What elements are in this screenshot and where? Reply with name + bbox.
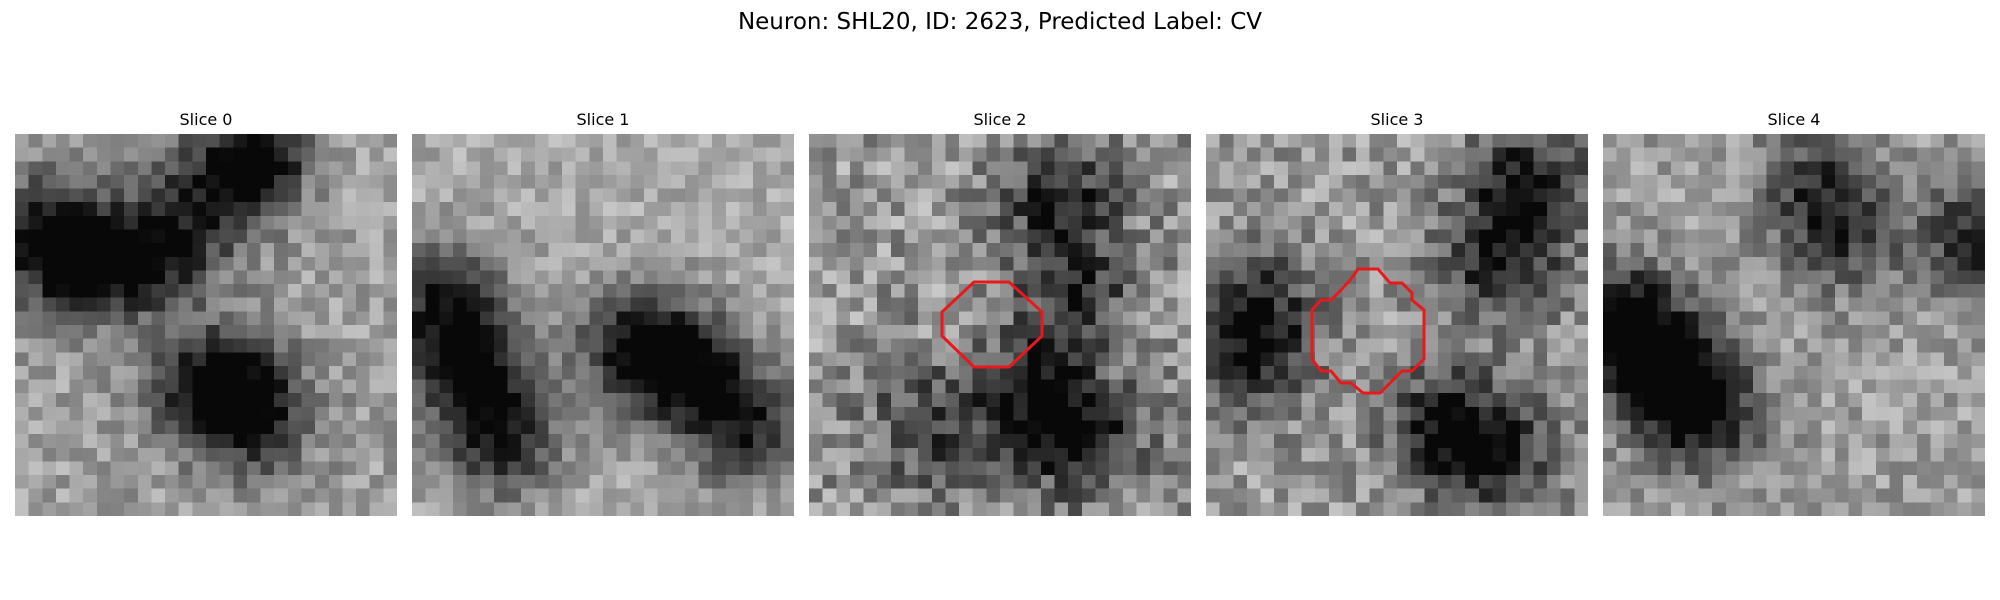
- slice-title-1: Slice 1: [576, 110, 630, 129]
- slice-image-2: [809, 134, 1191, 516]
- slice-title-3: Slice 3: [1370, 110, 1424, 129]
- figure-title: Neuron: SHL20, ID: 2623, Predicted Label…: [737, 9, 1263, 35]
- slice-title-4: Slice 4: [1767, 110, 1821, 129]
- slice-panel-1: Slice 1: [412, 110, 794, 516]
- slice-image-1: [412, 134, 794, 516]
- slice-image-0: [15, 134, 397, 516]
- slice-panel-4: Slice 4: [1603, 110, 1985, 516]
- slice-panel-0: Slice 0: [15, 110, 397, 516]
- slice-title-0: Slice 0: [179, 110, 233, 129]
- roi-contour-2: [940, 280, 1044, 369]
- slice-title-2: Slice 2: [973, 110, 1027, 129]
- slice-panel-2: Slice 2: [809, 110, 1191, 516]
- slice-image-4: [1603, 134, 1985, 516]
- slice-image-3: [1206, 134, 1588, 516]
- roi-contour-3: [1310, 267, 1426, 395]
- slice-panel-3: Slice 3: [1206, 110, 1588, 516]
